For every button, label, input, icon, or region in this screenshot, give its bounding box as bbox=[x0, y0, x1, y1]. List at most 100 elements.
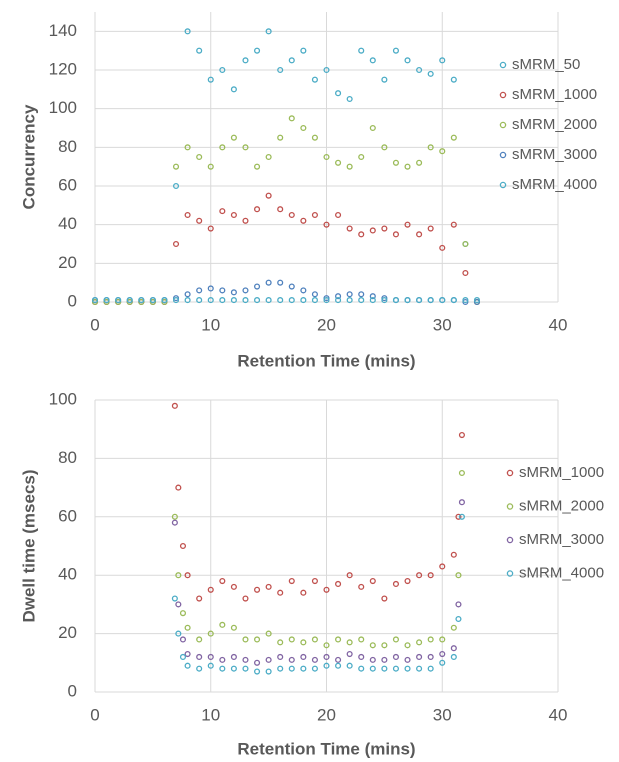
data-point bbox=[207, 586, 214, 593]
y-tick-label: 80 bbox=[58, 137, 77, 156]
data-point bbox=[288, 297, 295, 304]
data-point bbox=[277, 206, 284, 213]
data-point bbox=[207, 163, 214, 170]
data-point bbox=[335, 293, 342, 300]
data-point bbox=[450, 221, 457, 228]
y-tick-label: 0 bbox=[68, 681, 77, 700]
data-point bbox=[381, 642, 388, 649]
data-point bbox=[455, 513, 462, 520]
legend-marker bbox=[499, 61, 507, 69]
data-point bbox=[242, 144, 249, 151]
data-point bbox=[219, 144, 226, 151]
data-point bbox=[335, 211, 342, 219]
data-point bbox=[196, 636, 203, 643]
legend-marker bbox=[499, 121, 507, 129]
data-point bbox=[369, 577, 376, 585]
x-tick-label: 10 bbox=[201, 315, 220, 334]
data-point bbox=[196, 595, 203, 602]
data-point bbox=[392, 159, 400, 166]
data-point bbox=[230, 665, 237, 672]
data-point bbox=[300, 639, 307, 646]
data-point bbox=[172, 163, 180, 170]
data-point bbox=[171, 513, 178, 520]
data-point bbox=[335, 90, 342, 97]
data-point bbox=[265, 656, 272, 663]
x-tick-label: 30 bbox=[433, 315, 452, 334]
data-point bbox=[323, 221, 330, 228]
data-point bbox=[323, 642, 330, 649]
data-point bbox=[179, 636, 187, 643]
data-point bbox=[219, 656, 226, 663]
data-point bbox=[196, 665, 203, 672]
data-point bbox=[416, 653, 423, 661]
data-point bbox=[473, 297, 481, 304]
data-point bbox=[404, 642, 411, 649]
data-point bbox=[126, 298, 133, 306]
data-point bbox=[171, 519, 178, 526]
data-point bbox=[416, 231, 423, 238]
data-point bbox=[427, 70, 434, 77]
x-tick-label: 20 bbox=[317, 315, 336, 334]
data-point bbox=[381, 665, 388, 672]
data-point bbox=[288, 57, 295, 64]
data-point bbox=[439, 244, 446, 251]
data-point bbox=[300, 217, 307, 224]
data-point bbox=[184, 624, 191, 631]
y-tick-label: 60 bbox=[58, 506, 77, 525]
data-point bbox=[311, 636, 318, 643]
data-point bbox=[450, 134, 457, 141]
x-tick-label: 20 bbox=[317, 705, 336, 724]
data-point bbox=[450, 76, 457, 83]
data-point bbox=[184, 144, 191, 151]
data-point bbox=[184, 28, 191, 35]
data-point bbox=[179, 542, 187, 550]
data-point bbox=[149, 297, 156, 304]
data-point bbox=[230, 624, 237, 631]
data-point bbox=[323, 153, 330, 161]
data-point bbox=[219, 208, 226, 215]
data-point bbox=[219, 297, 226, 304]
data-point bbox=[358, 653, 365, 661]
data-point bbox=[462, 297, 469, 304]
data-point bbox=[416, 665, 423, 672]
y-tick-label: 20 bbox=[58, 253, 77, 272]
data-point bbox=[196, 297, 203, 304]
data-point bbox=[455, 572, 462, 579]
data-point bbox=[439, 297, 446, 304]
y-tick-label: 60 bbox=[58, 175, 77, 194]
data-point bbox=[392, 665, 400, 672]
data-point bbox=[311, 656, 318, 663]
y-axis-label: Dwell time (msecs) bbox=[19, 469, 38, 622]
data-point bbox=[323, 653, 330, 661]
data-point bbox=[207, 297, 214, 304]
data-point bbox=[300, 297, 307, 304]
legend-marker bbox=[506, 469, 514, 477]
data-point bbox=[242, 665, 249, 672]
data-point bbox=[439, 636, 446, 643]
data-point bbox=[207, 225, 214, 232]
x-tick-label: 10 bbox=[201, 705, 220, 724]
data-point bbox=[369, 656, 376, 663]
data-point bbox=[277, 665, 284, 672]
y-tick-label: 100 bbox=[49, 98, 77, 117]
data-point bbox=[311, 211, 318, 219]
y-tick-label: 80 bbox=[58, 448, 77, 467]
data-point bbox=[381, 76, 388, 83]
data-point bbox=[219, 66, 226, 74]
data-point bbox=[219, 665, 226, 672]
legend-marker bbox=[499, 181, 507, 189]
data-point bbox=[184, 211, 191, 219]
data-point bbox=[335, 580, 342, 588]
data-point bbox=[196, 217, 203, 224]
data-point bbox=[416, 297, 423, 304]
data-point bbox=[381, 225, 388, 232]
data-point bbox=[103, 297, 110, 304]
data-point bbox=[172, 297, 180, 304]
data-point bbox=[300, 124, 307, 132]
data-point bbox=[175, 601, 182, 608]
data-point bbox=[277, 279, 284, 286]
data-point bbox=[161, 297, 168, 304]
y-tick-label: 20 bbox=[58, 623, 77, 642]
data-point bbox=[323, 66, 330, 74]
data-point bbox=[277, 653, 284, 661]
